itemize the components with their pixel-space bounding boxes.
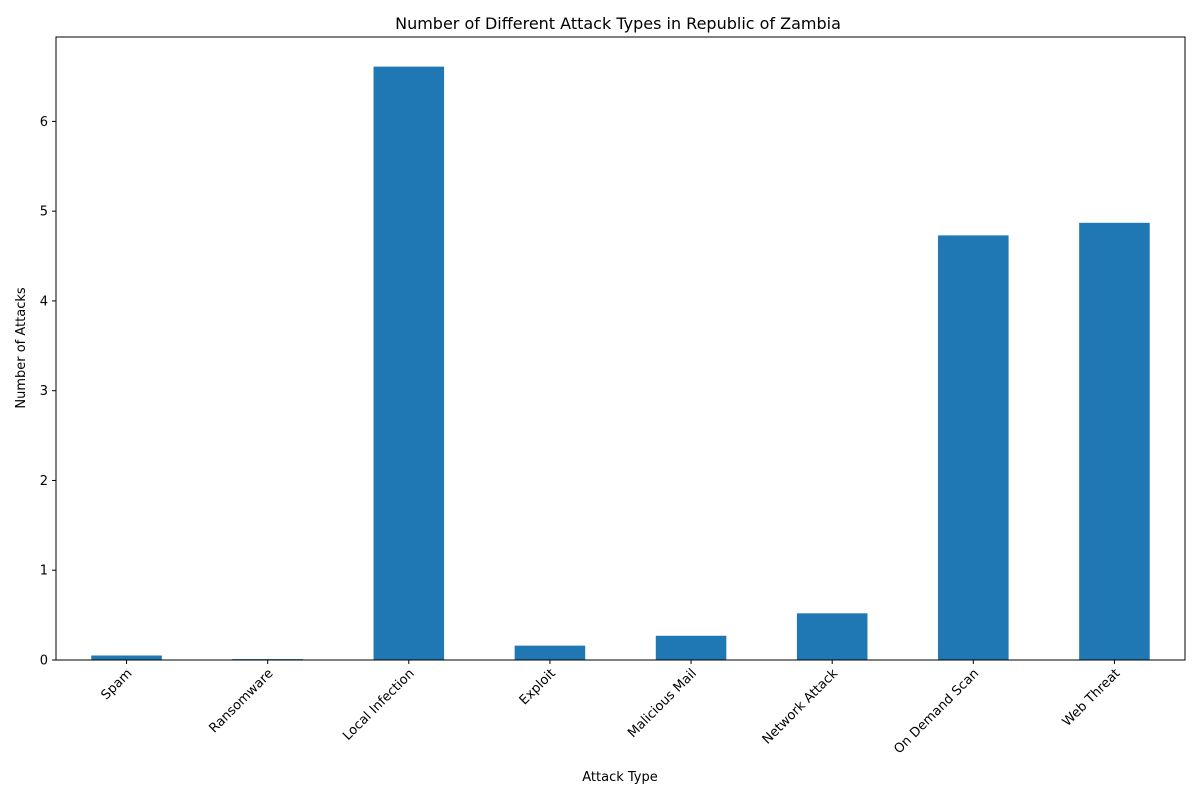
bar [655, 635, 727, 660]
y-tick-label: 2 [40, 474, 48, 489]
bar [91, 655, 162, 660]
x-tick-label: On Demand Scan [891, 666, 982, 757]
x-tick-label: Local Infection [340, 666, 417, 743]
y-tick-label: 3 [40, 384, 48, 399]
bar [514, 645, 586, 660]
bar [938, 235, 1009, 660]
x-tick-label: Ransomware [207, 666, 277, 736]
y-tick-label: 4 [40, 294, 48, 309]
y-tick-label: 0 [40, 654, 48, 669]
chart-title: Number of Different Attack Types in Repu… [395, 14, 841, 33]
x-tick-label: Malicious Mail [625, 666, 700, 741]
y-axis-label: Number of Attacks [14, 287, 29, 409]
x-tick-label: Network Attack [760, 666, 842, 748]
x-tick-label: Exploit [517, 666, 559, 708]
x-tick-label: Spam [99, 666, 136, 703]
y-tick-label: 5 [40, 205, 48, 220]
y-tick-label: 6 [40, 115, 48, 130]
x-axis-label: Attack Type [582, 770, 658, 785]
bar [373, 66, 445, 661]
plot-frame [55, 36, 1186, 661]
bar [796, 613, 868, 660]
plot-area: 0 1 2 3 4 5 6 Spam Ransomware Local Infection Expl… [40, 66, 1150, 757]
x-tick-label: Web Threat [1060, 666, 1123, 729]
bar [1079, 222, 1150, 661]
y-tick-label: 1 [40, 564, 48, 579]
